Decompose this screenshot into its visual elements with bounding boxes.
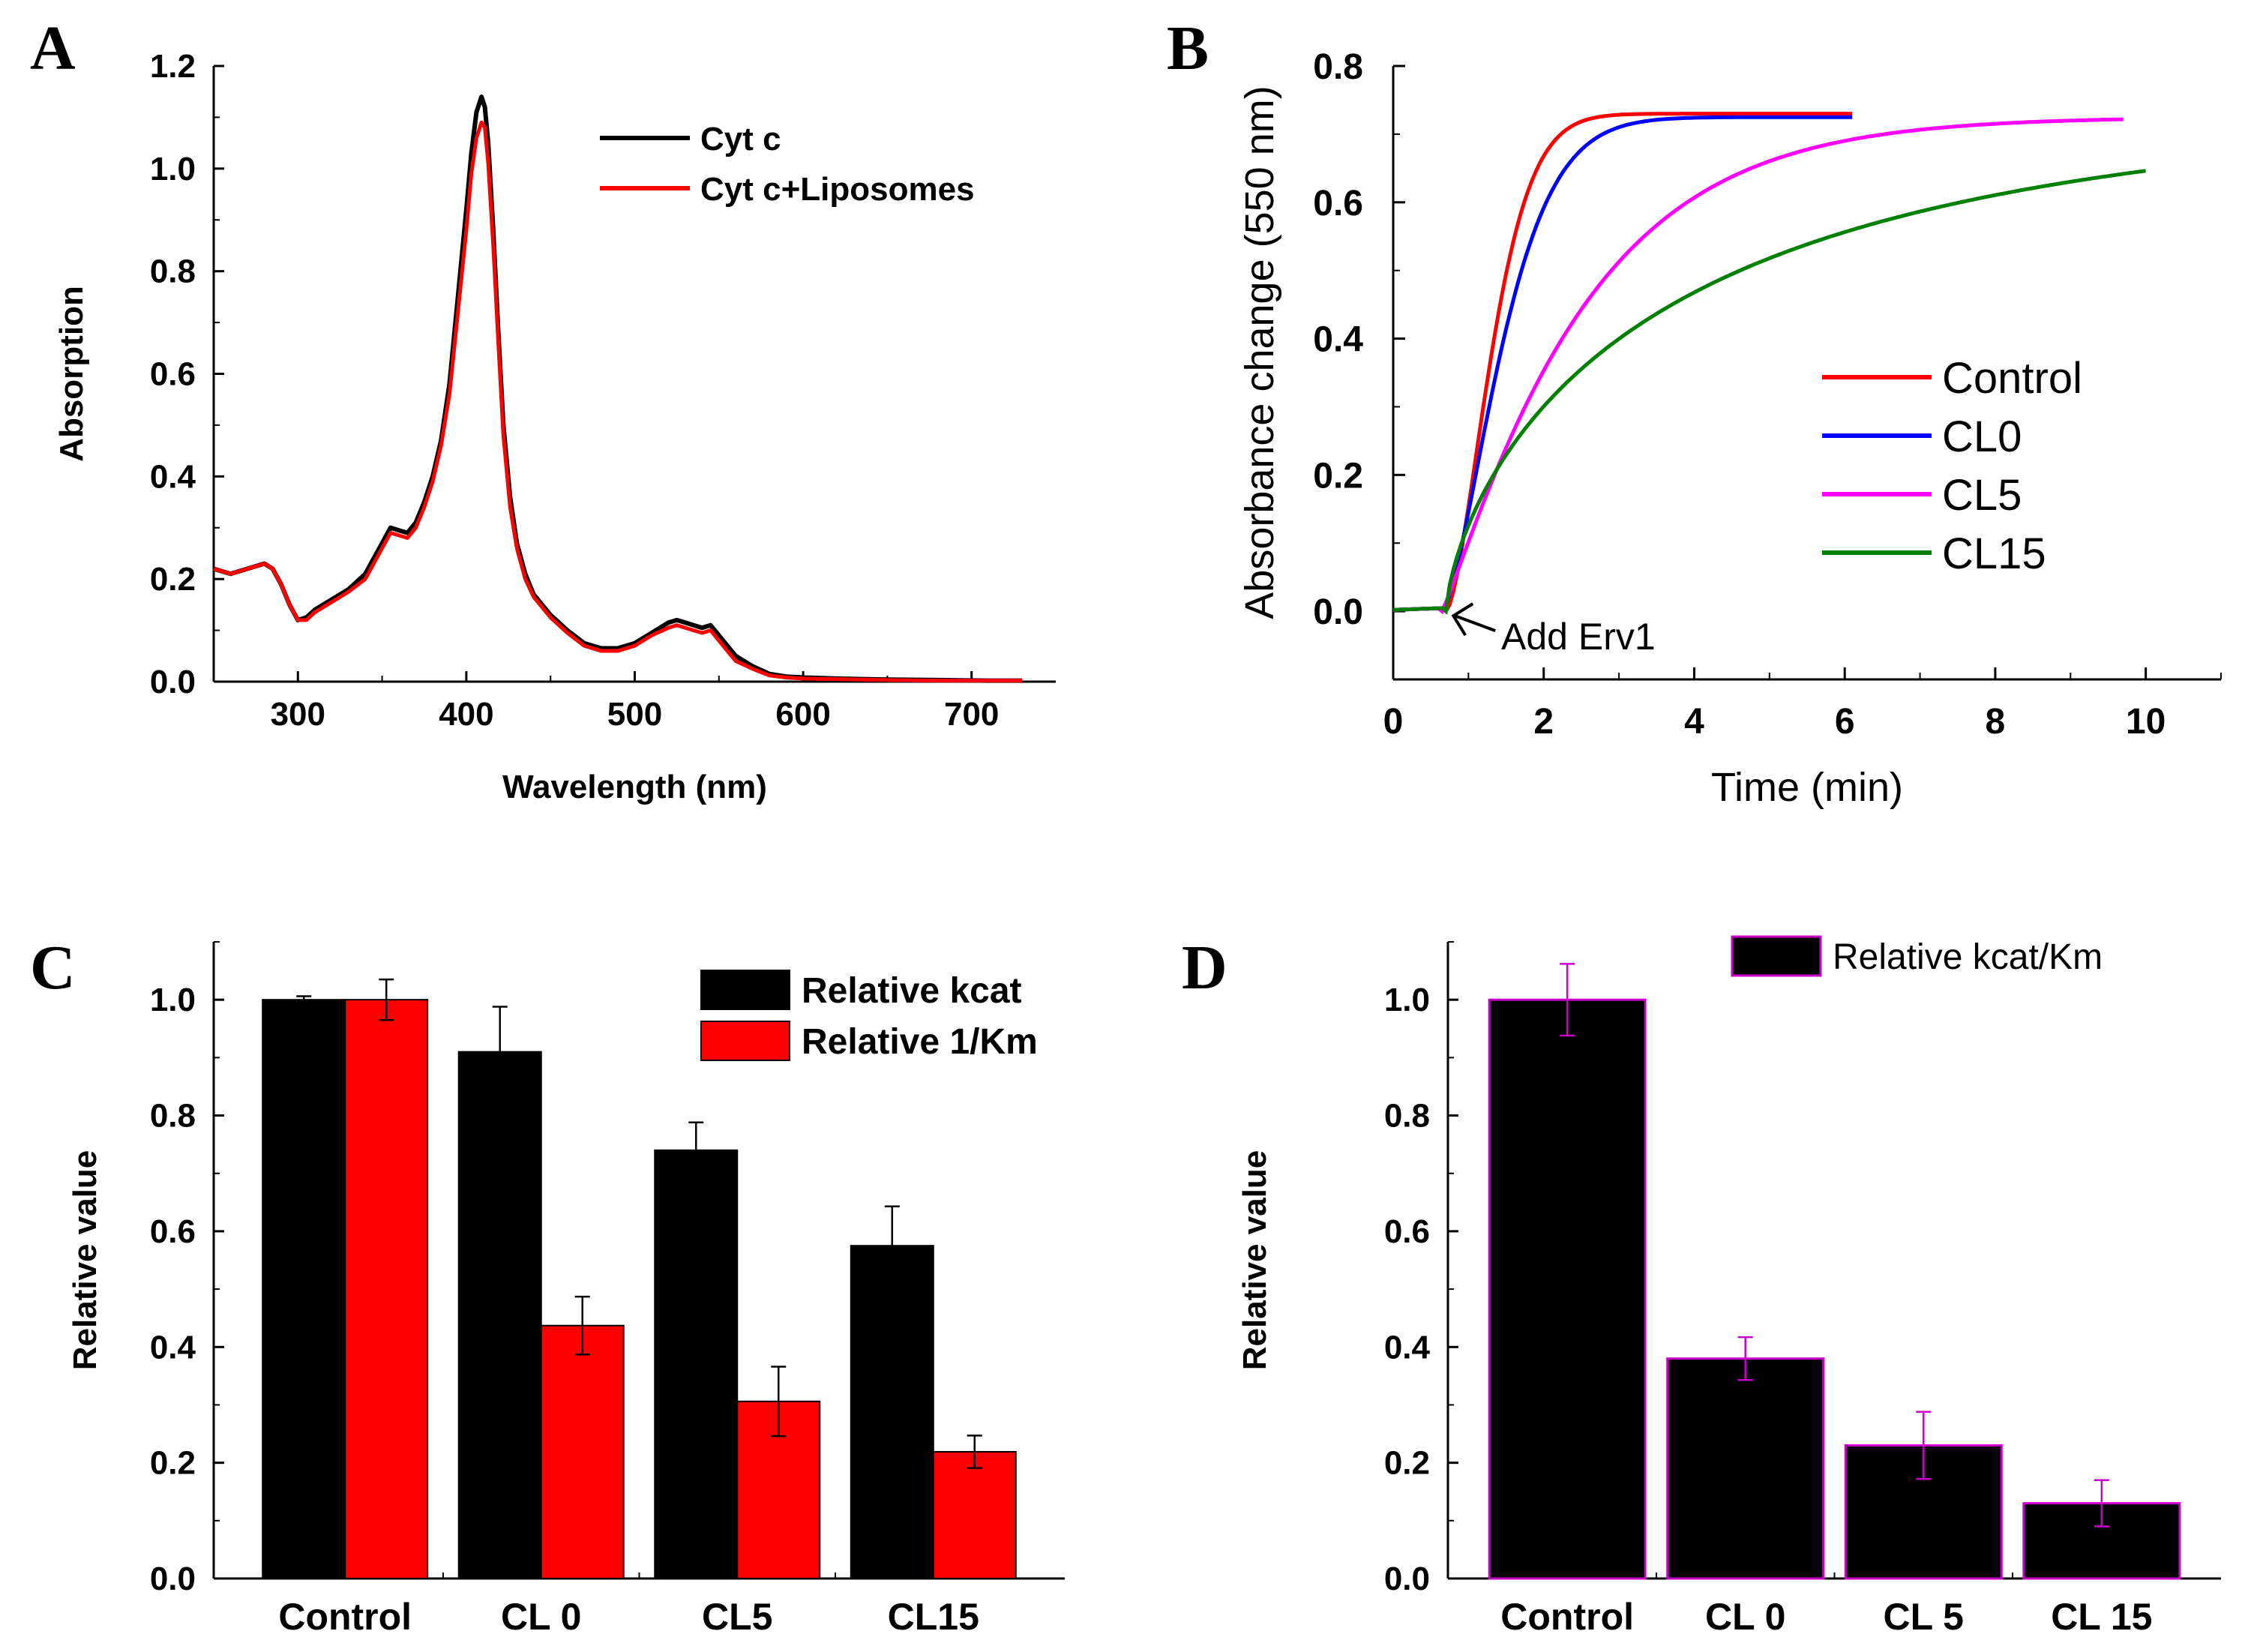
d-y-tick-label: 0.4 [1384, 1329, 1431, 1366]
b-x-tick-label: 6 [1835, 702, 1855, 742]
b-y-tick-label: 0.2 [1313, 456, 1363, 496]
b-legend-label-cl15: CL15 [1942, 529, 2046, 578]
panel-a-spectrum-chart: 0.0 0.2 0.4 0.6 0.8 1.0 1.2 300 400 500 600 700 Wave… [53, 48, 1056, 805]
d-y-tick-label: 0.8 [1384, 1098, 1430, 1135]
d-y-tick-label: 0.0 [1384, 1561, 1430, 1597]
panel-label-d: D [1182, 933, 1227, 1003]
b-x-tick-label: 10 [2126, 702, 2166, 742]
c-y-tick-label: 1.0 [150, 982, 196, 1018]
panel-c-bar-chart: 0.0 0.2 0.4 0.6 0.8 1.0 Control CL 0 CL5 CL15 Rela… [67, 941, 1065, 1638]
d-legend-swatch-relative-kcat-km [1731, 935, 1822, 977]
a-y-tick-label: 0.4 [150, 458, 196, 495]
c-y-tick-label: 0.2 [150, 1445, 196, 1482]
panel-label-c: C [30, 933, 76, 1003]
d-category-label-control: Control [1500, 1596, 1634, 1638]
panel-d-bar-chart: 0.0 0.2 0.4 0.6 0.8 1.0 Control CL 0 CL 5 CL 15 Re… [1236, 935, 2221, 1638]
b-series-line-cl5 [1392, 117, 2124, 615]
b-y-tick-label: 0.4 [1313, 320, 1363, 360]
b-y-tick-label: 0.8 [1313, 47, 1363, 87]
c-bar-relative-kcat-cl5 [654, 1149, 739, 1579]
c-y-tick-label: 0.4 [150, 1329, 196, 1366]
a-y-axis-label: Absorption [53, 286, 90, 462]
c-bar-relative-kcat-cl15 [850, 1245, 934, 1580]
d-y-tick-label: 1.0 [1384, 982, 1430, 1018]
a-legend-label-cyt-c-liposomes: Cyt c+Liposomes [700, 171, 975, 208]
c-bar-relative-1-km-cl15 [932, 1450, 1017, 1579]
a-x-axis-label: Wavelength (nm) [502, 769, 767, 805]
a-y-tick-label: 0.0 [150, 664, 196, 700]
b-annotation-arrow-shaft [1454, 614, 1496, 632]
a-x-tick-label: 300 [271, 696, 325, 733]
b-x-tick-label: 0 [1383, 702, 1404, 742]
panel-b-kinetics-chart: 0.0 0.2 0.4 0.6 0.8 0 2 4 6 8 10 Time (min) Absorban… [1237, 47, 2222, 810]
d-y-tick-label: 0.2 [1384, 1445, 1430, 1482]
b-y-tick-label: 0.0 [1313, 592, 1363, 632]
a-series-line-cyt-c-liposomes [213, 120, 1023, 683]
c-category-label-control: Control [278, 1596, 412, 1638]
c-y-tick-label: 0.8 [150, 1098, 196, 1135]
c-y-tick-label: 0.0 [150, 1561, 196, 1597]
c-legend-label-relative-kcat: Relative kcat [802, 971, 1022, 1011]
b-legend-label-control: Control [1942, 354, 2082, 403]
c-bar-relative-kcat-control [262, 999, 346, 1579]
c-y-axis-label: Relative value [67, 1150, 103, 1371]
c-bar-relative-1-km-control [344, 999, 429, 1579]
b-annotation-arrow-head [1451, 602, 1474, 637]
d-legend-label-relative-kcat-km: Relative kcat/Km [1833, 937, 2103, 977]
a-y-tick-label: 1.0 [150, 151, 196, 187]
d-category-label-cl-5: CL 5 [1884, 1596, 1964, 1638]
a-x-tick-label: 700 [944, 696, 999, 733]
b-series-line-cl15 [1392, 169, 2146, 615]
panel-label-b: B [1167, 13, 1209, 83]
d-bar-relative-kcat-km-cl-0 [1666, 1357, 1825, 1580]
b-legend-label-cl0: CL0 [1942, 412, 2022, 461]
c-bar-relative-kcat-cl-0 [457, 1051, 542, 1580]
a-x-tick-label: 500 [607, 696, 662, 733]
d-y-tick-label: 0.6 [1384, 1213, 1430, 1250]
d-category-label-cl-0: CL 0 [1705, 1596, 1785, 1638]
c-legend-label-relative-1-km: Relative 1/Km [802, 1022, 1038, 1062]
a-y-tick-label: 1.2 [150, 48, 196, 85]
b-x-tick-label: 2 [1533, 702, 1554, 742]
c-y-tick-label: 0.6 [150, 1213, 196, 1250]
a-y-tick-label: 0.2 [150, 561, 196, 598]
a-y-tick-label: 0.6 [150, 356, 196, 393]
b-series-line-cl0 [1392, 115, 1853, 614]
b-x-axis-label: Time (min) [1711, 765, 1903, 810]
a-legend-label-cyt-c: Cyt c [700, 121, 781, 157]
c-category-label-cl-0: CL 0 [501, 1596, 581, 1638]
c-legend-swatch-relative-kcat [700, 970, 790, 1010]
d-y-axis-label: Relative value [1236, 1150, 1273, 1371]
c-legend-swatch-relative-1-km [700, 1021, 790, 1061]
a-x-tick-label: 400 [439, 696, 493, 733]
b-x-tick-label: 8 [1986, 702, 2006, 742]
b-y-tick-label: 0.6 [1313, 184, 1363, 223]
b-legend-label-cl5: CL5 [1942, 471, 2022, 520]
c-bar-relative-1-km-cl-0 [540, 1324, 625, 1579]
b-x-tick-label: 4 [1684, 702, 1704, 742]
b-annotation-text: Add Erv1 [1501, 616, 1656, 658]
d-category-label-cl-15: CL 15 [2051, 1596, 2152, 1638]
panel-label-a: A [30, 13, 76, 83]
b-y-axis-label: Absorbance change (550 nm) [1237, 85, 1282, 619]
a-y-tick-label: 0.8 [150, 253, 196, 290]
a-x-tick-label: 600 [775, 696, 830, 733]
c-category-label-cl15: CL15 [888, 1596, 979, 1638]
d-bar-relative-kcat-km-control [1488, 998, 1647, 1580]
c-category-label-cl5: CL5 [702, 1596, 772, 1638]
